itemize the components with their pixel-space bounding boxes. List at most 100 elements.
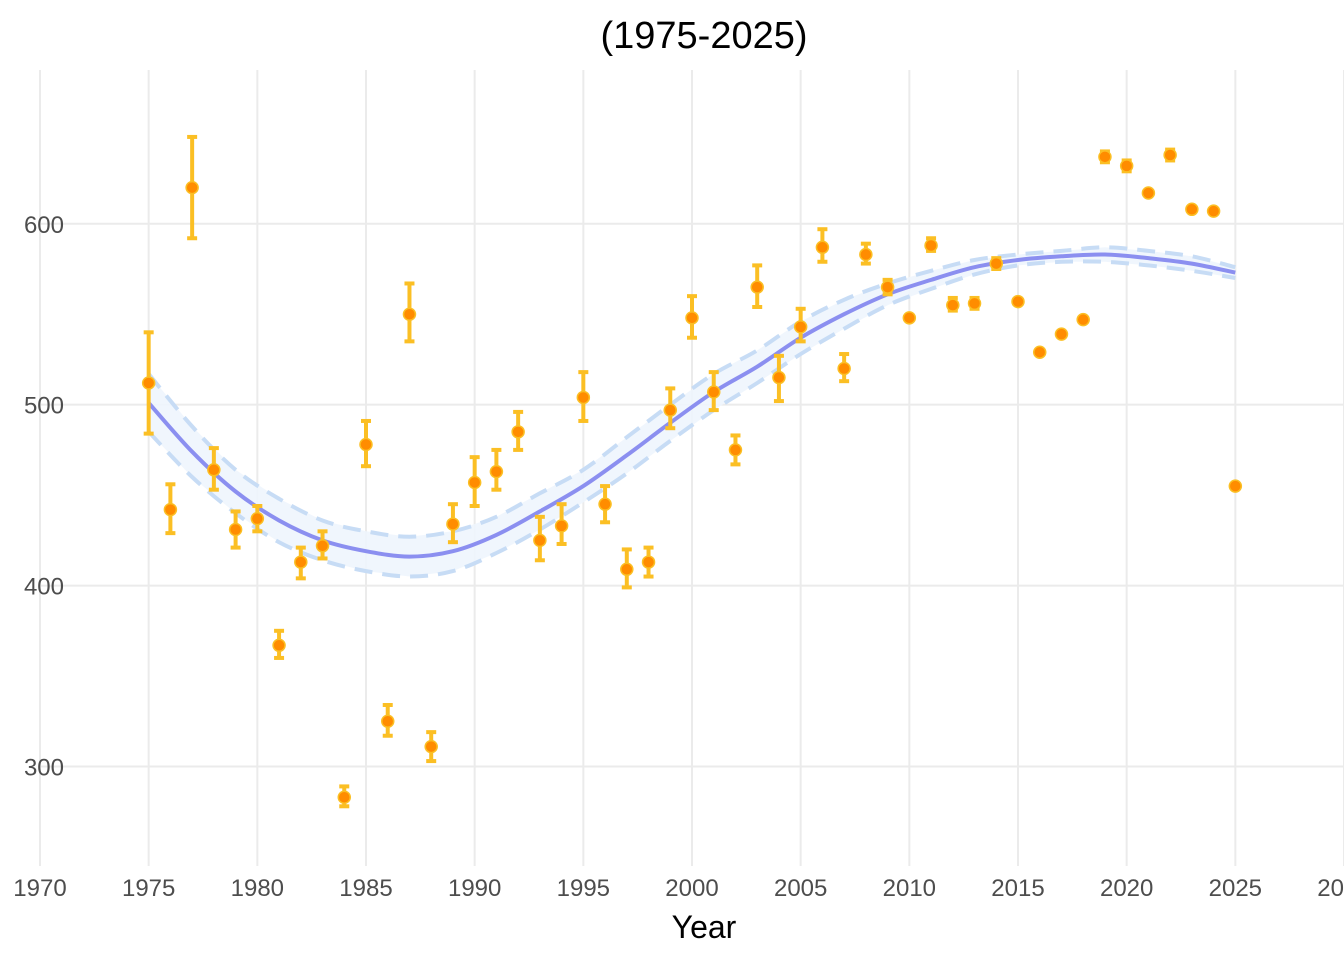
data-point-2016 [1032, 345, 1047, 359]
point-marker [141, 376, 156, 390]
data-point-2003 [750, 263, 764, 309]
data-point-2008 [859, 241, 873, 266]
x-tick-label: 2010 [883, 875, 936, 902]
point-marker [576, 390, 591, 405]
data-point-1988 [424, 730, 438, 764]
data-point-2006 [815, 227, 830, 264]
point-marker [1076, 312, 1090, 327]
data-point-1978 [207, 446, 221, 492]
point-marker [402, 307, 417, 321]
data-point-2023 [1185, 202, 1199, 217]
data-point-1990 [467, 455, 482, 508]
point-marker [1032, 345, 1047, 359]
data-point-2019 [1098, 149, 1112, 165]
data-point-2012 [946, 295, 960, 313]
x-tick-label: 2015 [991, 875, 1044, 902]
point-marker [228, 522, 243, 537]
confidence-band-fill [148, 247, 1236, 577]
point-marker [1228, 479, 1243, 493]
data-point-1980 [250, 503, 265, 534]
data-point-1976 [163, 482, 178, 536]
data-point-1996 [598, 484, 612, 525]
point-marker [1185, 202, 1199, 217]
data-point-2025 [1228, 479, 1243, 493]
point-marker [706, 385, 721, 399]
point-marker [967, 296, 982, 311]
x-tick-label: 1975 [122, 875, 175, 902]
ci-upper-line [147, 245, 1236, 539]
data-point-1993 [533, 514, 547, 563]
data-point-1998 [641, 545, 656, 579]
data-point-2009 [880, 277, 895, 297]
point-marker [793, 320, 808, 334]
point-marker [207, 463, 221, 477]
point-marker [511, 425, 525, 439]
x-tick-label: 1970 [13, 875, 66, 902]
point-marker [315, 539, 330, 553]
point-marker [1163, 148, 1177, 162]
data-point-2020 [1119, 158, 1134, 174]
x-tick-label: 1985 [339, 875, 392, 902]
point-marker [1011, 294, 1025, 309]
data-point-2013 [967, 295, 982, 311]
point-marker [1098, 150, 1112, 164]
point-marker [1206, 204, 1221, 218]
point-marker [489, 464, 504, 479]
data-point-1982 [294, 545, 308, 581]
point-marker [728, 443, 743, 457]
axis-ticks: 1970 1975 1980 1985 1990 1995 2000 2005 2010 2015… [13, 212, 1344, 902]
point-marker [685, 311, 699, 325]
point-marker [294, 555, 308, 569]
data-point-2017 [1054, 327, 1069, 341]
data-point-2005 [793, 306, 808, 344]
data-point-1975 [141, 330, 156, 436]
data-points [141, 134, 1243, 809]
point-marker [989, 256, 1004, 271]
data-point-1981 [272, 628, 286, 660]
point-marker [598, 497, 612, 511]
point-marker [185, 180, 199, 195]
x-tick-label: 2020 [1100, 875, 1153, 902]
point-marker [533, 533, 547, 548]
x-tick-label: 1995 [557, 875, 610, 902]
point-marker [359, 437, 373, 452]
y-tick-label: 500 [24, 393, 64, 420]
data-point-1999 [663, 386, 678, 431]
data-point-2022 [1163, 147, 1177, 163]
data-point-2018 [1076, 312, 1090, 327]
point-marker [163, 502, 178, 517]
data-point-1995 [576, 370, 591, 423]
data-point-1991 [489, 447, 504, 492]
data-point-1992 [511, 409, 525, 452]
point-marker [337, 790, 352, 805]
chart-title: (1975-2025) [600, 15, 807, 57]
data-point-2002 [728, 433, 743, 467]
data-point-2014 [989, 256, 1004, 271]
data-point-1985 [359, 418, 373, 469]
y-tick-label: 300 [24, 755, 64, 782]
point-marker [424, 739, 438, 754]
x-tick-label: 1990 [448, 875, 501, 902]
point-marker [924, 238, 938, 253]
ci-lower-line [147, 259, 1236, 579]
x-tick-label: 2000 [665, 875, 718, 902]
data-point-1997 [620, 547, 634, 590]
y-tick-label: 600 [24, 212, 64, 239]
data-point-2004 [772, 353, 786, 404]
point-marker [902, 311, 917, 325]
point-marker [620, 562, 634, 577]
point-marker [815, 240, 830, 255]
point-marker [1141, 186, 1156, 200]
point-marker [859, 247, 873, 262]
x-tick-label: 1980 [231, 875, 284, 902]
point-marker [837, 361, 851, 376]
point-marker [1119, 159, 1134, 173]
data-point-2024 [1206, 204, 1221, 218]
data-point-2000 [685, 294, 699, 340]
confidence-band [147, 245, 1236, 579]
data-point-1989 [446, 502, 460, 545]
data-point-1977 [185, 134, 199, 241]
point-marker [380, 714, 395, 729]
